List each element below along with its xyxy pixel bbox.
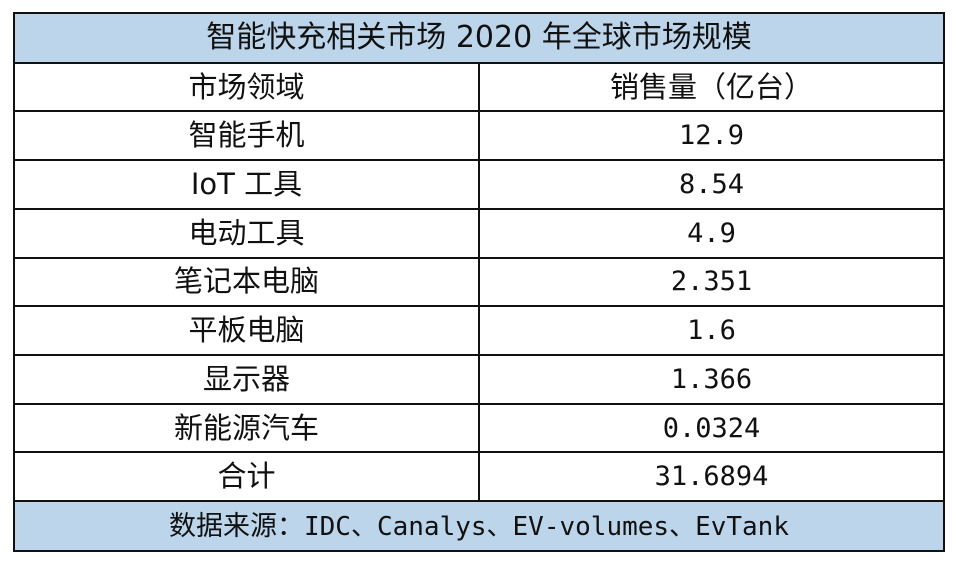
sales-cell: 12.9 [478, 110, 943, 162]
title-row: 智能快充相关市场 2020 年全球市场规模 [15, 14, 943, 64]
market-size-table: 智能快充相关市场 2020 年全球市场规模 市场领域 销售量（亿台） 智能手机 … [15, 14, 943, 550]
source-row: 数据来源：IDC、Canalys、EV-volumes、EvTank [15, 500, 943, 550]
source-prefix: 数据来源： [169, 510, 304, 542]
total-value: 31.6894 [478, 451, 943, 503]
table-row: 平板电脑 1.6 [15, 305, 943, 357]
market-size-table-container: 智能快充相关市场 2020 年全球市场规模 市场领域 销售量（亿台） 智能手机 … [13, 12, 945, 552]
table-row: 智能手机 12.9 [15, 110, 943, 162]
sales-cell: 1.6 [478, 305, 943, 357]
column-header-market: 市场领域 [15, 61, 480, 113]
sales-cell: 4.9 [478, 207, 943, 259]
table-row: 电动工具 4.9 [15, 207, 943, 259]
market-cell: 显示器 [15, 354, 480, 405]
market-cell: 新能源汽车 [15, 402, 480, 454]
market-cell: 笔记本电脑 [15, 256, 480, 308]
total-row: 合计 31.6894 [15, 451, 943, 503]
sales-cell: 0.0324 [478, 402, 943, 454]
table-row: IoT 工具 8.54 [15, 159, 943, 210]
table-title: 智能快充相关市场 2020 年全球市场规模 [15, 14, 943, 64]
market-cell: 平板电脑 [15, 305, 480, 357]
table-row: 显示器 1.366 [15, 354, 943, 405]
total-label: 合计 [15, 451, 480, 503]
market-cell: IoT 工具 [15, 159, 480, 210]
header-row: 市场领域 销售量（亿台） [15, 61, 943, 113]
sales-cell: 1.366 [478, 354, 943, 405]
data-source-note: 数据来源：IDC、Canalys、EV-volumes、EvTank [15, 500, 943, 550]
market-cell: 智能手机 [15, 110, 480, 162]
table-row: 新能源汽车 0.0324 [15, 402, 943, 454]
sales-cell: 8.54 [478, 159, 943, 210]
market-cell: 电动工具 [15, 207, 480, 259]
column-header-sales: 销售量（亿台） [478, 61, 943, 113]
source-list: IDC、Canalys、EV-volumes、EvTank [304, 511, 789, 542]
sales-cell: 2.351 [478, 256, 943, 308]
table-row: 笔记本电脑 2.351 [15, 256, 943, 308]
